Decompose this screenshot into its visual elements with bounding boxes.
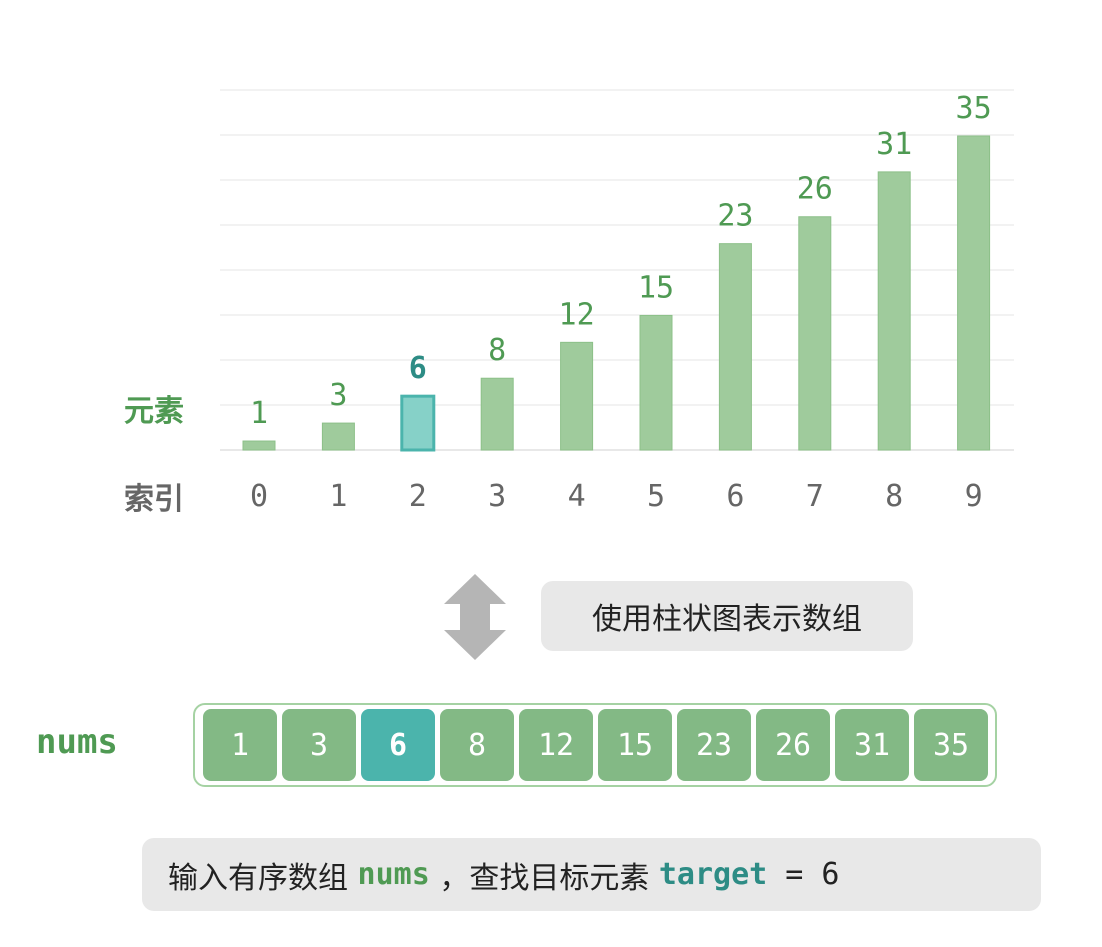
bar-value-label: 15 [638, 270, 674, 305]
bar [400, 394, 436, 452]
bar [639, 314, 673, 451]
caption-code-nums: nums [357, 857, 430, 892]
bar [718, 243, 752, 451]
array-cell: 8 [440, 709, 514, 781]
double-arrow-icon [444, 574, 506, 660]
caption-code-target: target [658, 857, 768, 892]
bar-value-label: 12 [559, 297, 595, 332]
array-container: 1 3 6 8 12 15 23 26 31 35 [193, 703, 997, 787]
index-tick-label: 0 [250, 479, 268, 514]
array-cell: 3 [282, 709, 356, 781]
bar [877, 171, 911, 451]
index-tick-label: 7 [806, 479, 824, 514]
bar-value-label: 31 [876, 127, 912, 162]
caption-text-2: ，查找目标元素 [429, 860, 659, 896]
array-name-label: nums [36, 722, 118, 762]
index-tick-label: 3 [488, 479, 506, 514]
index-tick-label: 9 [965, 479, 983, 514]
bar-value-label: 8 [488, 333, 506, 368]
caption-text-3: = 6 [767, 857, 840, 892]
index-tick-label: 6 [726, 479, 744, 514]
index-tick-label: 2 [409, 479, 427, 514]
array-cell: 35 [914, 709, 988, 781]
bar [321, 422, 355, 451]
array-cell: 6 [361, 709, 435, 781]
element-row-label: 元素 [124, 394, 184, 429]
problem-caption: 输入有序数组 nums ，查找目标元素 target = 6 [142, 838, 1041, 911]
bar-value-label: 35 [956, 91, 992, 126]
bar-value-label: 6 [409, 351, 427, 386]
bar-value-label: 23 [717, 199, 753, 234]
index-tick-label: 8 [885, 479, 903, 514]
bar [560, 341, 594, 451]
array-cell: 15 [598, 709, 672, 781]
bar [798, 216, 832, 451]
array-cell: 1 [203, 709, 277, 781]
bar-value-label: 1 [250, 396, 268, 431]
array-cell: 23 [677, 709, 751, 781]
bar [480, 377, 514, 451]
array-cell: 12 [519, 709, 593, 781]
bar [242, 440, 276, 451]
bar-value-label: 26 [797, 172, 833, 207]
array-cell: 31 [835, 709, 909, 781]
bar [957, 135, 991, 451]
chart-caption: 使用柱状图表示数组 [541, 581, 913, 651]
index-tick-label: 5 [647, 479, 665, 514]
index-tick-label: 4 [568, 479, 586, 514]
caption-text-1: 输入有序数组 [168, 860, 358, 896]
index-row-label: 索引 [124, 482, 184, 517]
array-cell: 26 [756, 709, 830, 781]
bar-value-label: 3 [329, 378, 347, 413]
index-tick-label: 1 [329, 479, 347, 514]
